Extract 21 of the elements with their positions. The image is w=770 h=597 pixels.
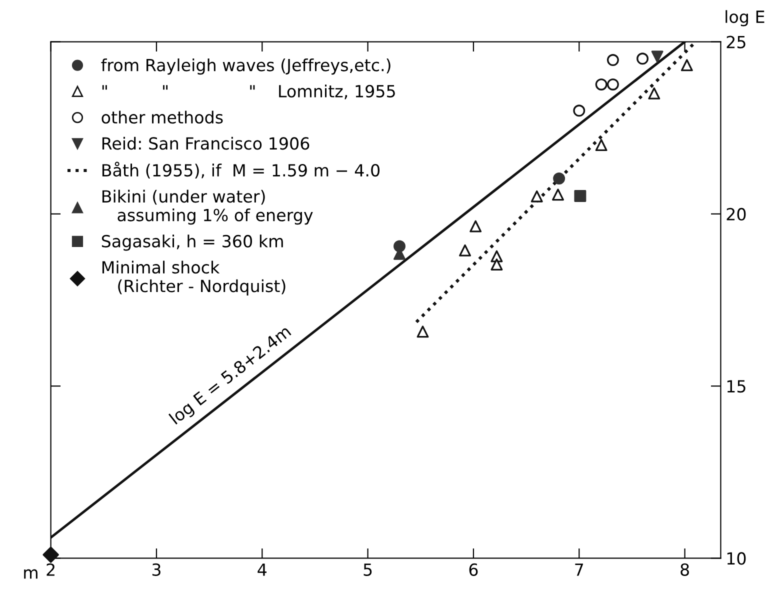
y-tick-label: 15 xyxy=(727,380,746,393)
x-tick-label: 5 xyxy=(364,564,372,576)
y-tick-label: 20 xyxy=(726,208,746,220)
legend-label: Minimal shock (Richter - Nordquist) xyxy=(102,260,286,296)
x-axis-title: m xyxy=(24,569,38,579)
legend-label: Bikini (under water) assuming 1% of energy xyxy=(102,190,313,225)
x-tick-label: 6 xyxy=(469,563,478,576)
x-tick-label: 7 xyxy=(575,564,584,576)
legend-label: from Rayleigh waves (Jeffreys,etc.) xyxy=(101,58,390,75)
legend-label: Sagasaki, h = 360 km xyxy=(102,234,283,251)
legend-label: Båth (1955), if M = 1.59 m − 4.0 xyxy=(102,162,380,179)
legend-label: Reid: San Francisco 1906 xyxy=(102,136,310,150)
x-tick-label: 4 xyxy=(258,564,267,576)
x-tick-label: 2 xyxy=(46,563,54,576)
legend-label: other methods xyxy=(102,110,223,124)
legend-label: " " " Lomnitz, 1955 xyxy=(102,84,395,100)
x-tick-label: 8 xyxy=(680,563,689,576)
y-axis-title: log E xyxy=(726,10,764,26)
x-tick-label: 3 xyxy=(152,563,160,576)
y-tick-label: 10 xyxy=(727,552,746,565)
y-tick-label: 25 xyxy=(726,36,746,48)
